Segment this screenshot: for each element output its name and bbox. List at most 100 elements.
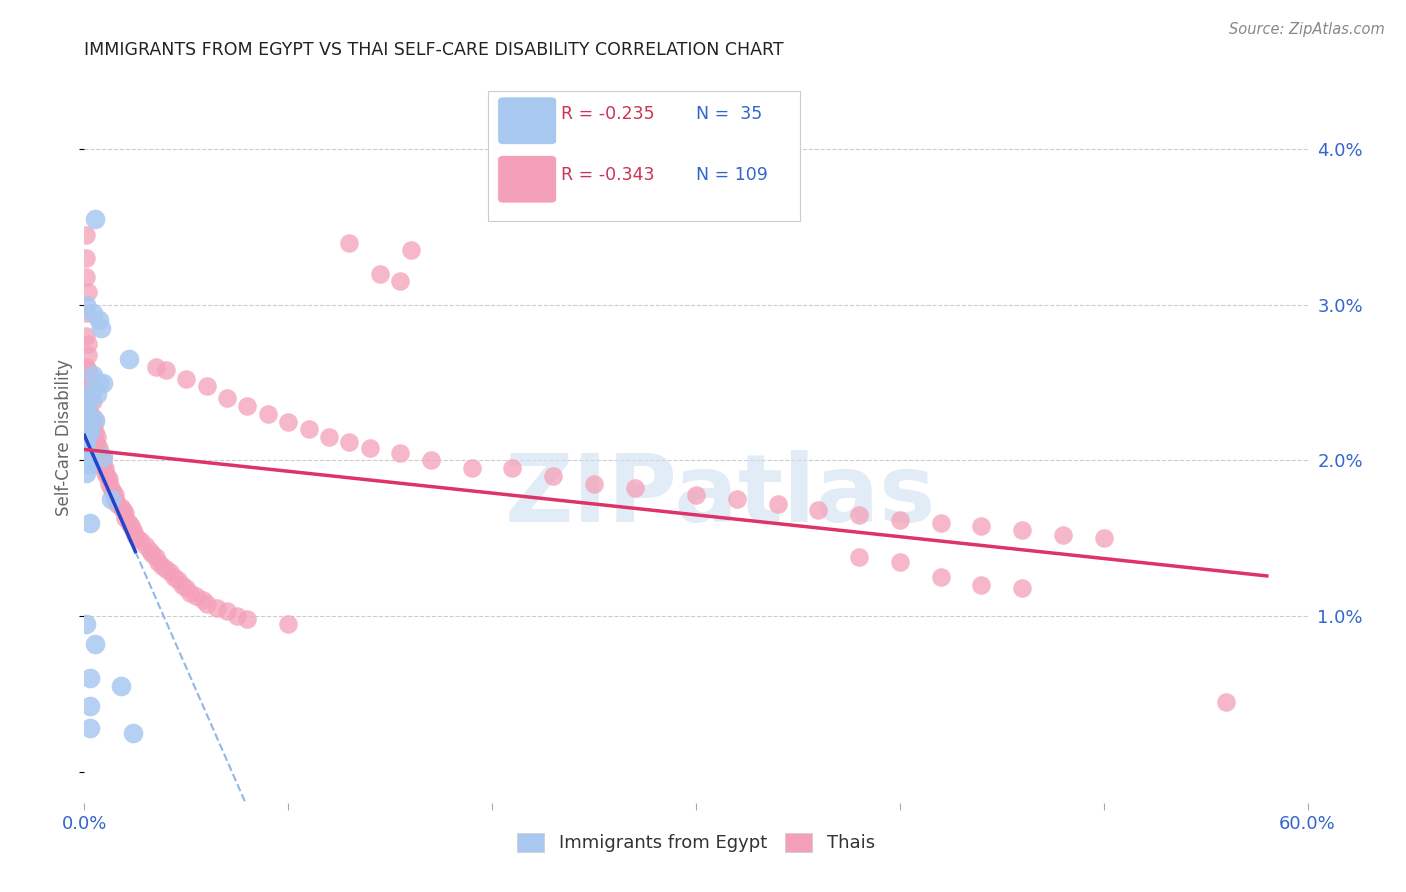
Point: [766, 497, 789, 511]
Point: [86, 430, 108, 444]
Point: [79, 388, 101, 402]
Point: [77, 422, 100, 436]
Point: [120, 518, 142, 533]
Point: [79, 376, 101, 390]
Point: [75, 298, 97, 312]
Point: [889, 512, 911, 526]
Point: [83, 415, 105, 429]
Point: [79, 409, 101, 424]
Point: [112, 503, 135, 517]
Point: [135, 539, 157, 553]
Point: [93, 461, 115, 475]
Point: [104, 488, 127, 502]
Point: [77, 403, 100, 417]
Point: [146, 555, 169, 569]
Point: [82, 384, 104, 398]
Point: [75, 251, 97, 265]
Point: [79, 368, 101, 382]
Point: [236, 399, 259, 413]
Point: [122, 725, 145, 739]
Point: [83, 434, 105, 449]
Point: [389, 445, 412, 459]
Point: [77, 363, 100, 377]
Point: [77, 453, 100, 467]
Point: [82, 368, 104, 382]
Point: [889, 555, 911, 569]
Point: [79, 516, 101, 530]
Point: [141, 547, 163, 561]
Point: [77, 384, 100, 398]
Point: [79, 394, 101, 409]
Point: [82, 305, 104, 319]
Point: [90, 321, 112, 335]
Point: [97, 472, 120, 486]
Point: [159, 566, 181, 580]
Text: Source: ZipAtlas.com: Source: ZipAtlas.com: [1229, 22, 1385, 37]
Point: [79, 721, 101, 735]
Point: [186, 589, 208, 603]
Point: [79, 457, 101, 471]
Point: [75, 419, 97, 434]
Point: [118, 352, 141, 367]
Point: [77, 348, 100, 362]
Point: [87, 376, 110, 390]
Point: [1052, 528, 1074, 542]
Point: [118, 516, 141, 530]
Point: [97, 476, 120, 491]
Text: IMMIGRANTS FROM EGYPT VS THAI SELF-CARE DISABILITY CORRELATION CHART: IMMIGRANTS FROM EGYPT VS THAI SELF-CARE …: [84, 41, 785, 59]
Point: [970, 518, 993, 533]
Point: [77, 285, 100, 300]
Point: [359, 441, 381, 455]
Point: [101, 484, 124, 499]
Point: [298, 422, 321, 436]
Point: [114, 506, 136, 520]
Point: [75, 329, 97, 343]
Point: [138, 543, 160, 558]
Point: [236, 612, 259, 626]
Point: [87, 441, 110, 455]
Point: [91, 459, 114, 474]
Point: [83, 637, 105, 651]
Point: [122, 524, 145, 538]
Point: [1011, 524, 1033, 538]
Point: [124, 528, 146, 542]
Point: [82, 422, 104, 436]
Y-axis label: Self-Care Disability: Self-Care Disability: [55, 359, 73, 516]
Point: [75, 430, 97, 444]
Point: [110, 500, 132, 515]
Point: [110, 679, 132, 693]
Point: [100, 482, 122, 496]
Text: R = -0.235: R = -0.235: [561, 104, 655, 123]
Point: [145, 359, 167, 374]
Point: [389, 275, 412, 289]
Point: [75, 305, 97, 319]
Point: [257, 407, 280, 421]
Point: [172, 578, 194, 592]
Point: [277, 415, 299, 429]
FancyBboxPatch shape: [488, 91, 800, 221]
Point: [127, 531, 149, 545]
Point: [163, 570, 186, 584]
Point: [155, 363, 177, 377]
Point: [339, 434, 361, 449]
Point: [191, 593, 214, 607]
Point: [848, 549, 870, 564]
Point: [79, 419, 101, 434]
Point: [87, 445, 110, 459]
Point: [205, 601, 228, 615]
Point: [91, 376, 114, 390]
Text: N =  35: N = 35: [696, 104, 762, 123]
Point: [685, 488, 707, 502]
Point: [399, 244, 422, 258]
Point: [1092, 531, 1115, 545]
Point: [929, 516, 952, 530]
Point: [79, 671, 101, 685]
Point: [195, 597, 218, 611]
Point: [217, 604, 239, 618]
Point: [104, 492, 127, 507]
Point: [420, 453, 443, 467]
Point: [100, 492, 122, 507]
Point: [77, 336, 100, 351]
Point: [318, 430, 340, 444]
Point: [339, 235, 361, 250]
